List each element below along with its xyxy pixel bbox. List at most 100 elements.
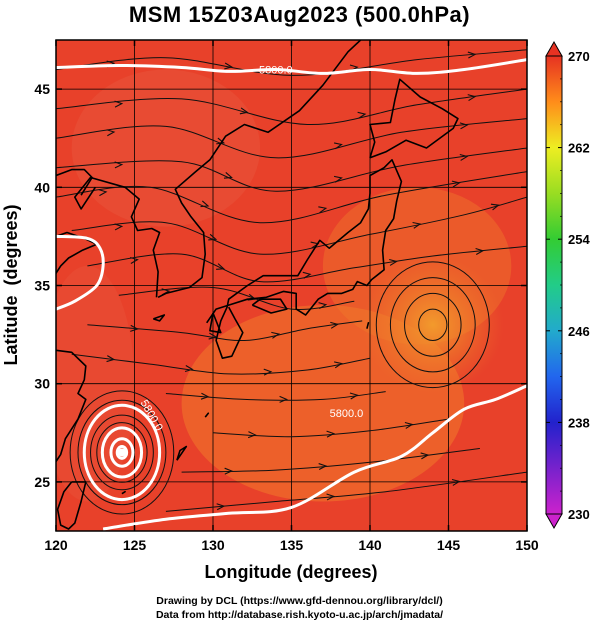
colorbar-tick-label: 246 bbox=[568, 324, 590, 339]
coastline bbox=[251, 298, 288, 314]
wind-arrow bbox=[223, 172, 233, 179]
wind-arrow bbox=[130, 324, 139, 332]
wind-arrow bbox=[114, 223, 124, 231]
wind-arrow bbox=[318, 302, 328, 310]
typhoon-eye bbox=[117, 448, 126, 457]
typhoon-contour-ring bbox=[100, 426, 144, 479]
wind-arrow bbox=[467, 94, 477, 102]
wind-arrow bbox=[224, 62, 234, 70]
wind-arrow bbox=[106, 129, 116, 137]
wind-arrow bbox=[224, 467, 234, 475]
anticyclone-streamline bbox=[418, 308, 448, 341]
colorbar-tick-label: 262 bbox=[568, 141, 590, 156]
wind-arrow bbox=[247, 431, 257, 439]
wind-arrow bbox=[412, 221, 422, 229]
wind-arrow bbox=[404, 421, 414, 429]
wind-arrow bbox=[333, 361, 343, 369]
wind-arrow bbox=[114, 161, 124, 169]
grid-lines bbox=[56, 40, 527, 531]
contour-label: 5800.0 bbox=[330, 408, 364, 420]
wind-streamline bbox=[181, 448, 480, 473]
wind-arrow bbox=[130, 256, 139, 264]
x-tick-label: 150 bbox=[515, 537, 539, 553]
wind-arrow bbox=[467, 51, 477, 59]
wind-arrow bbox=[349, 392, 359, 400]
wind-arrow bbox=[263, 368, 273, 376]
typhoon-streamline bbox=[90, 414, 154, 491]
coastline bbox=[153, 314, 166, 322]
wind-arrow bbox=[106, 355, 116, 363]
colorbar-extend-bottom bbox=[545, 513, 563, 530]
y-axis-label: Latitude (degrees) bbox=[1, 204, 21, 365]
contour-label: 5800.0 bbox=[259, 64, 293, 76]
wind-arrow bbox=[216, 503, 226, 511]
typhoon-contour-ring bbox=[109, 437, 135, 468]
colorbar-tick-label: 270 bbox=[568, 49, 590, 64]
wind-streamline bbox=[56, 171, 527, 224]
wind-arrow bbox=[208, 332, 218, 340]
wind-arrow bbox=[271, 331, 281, 339]
wind-arrow bbox=[302, 271, 312, 279]
wind-arrow bbox=[318, 463, 328, 471]
colorbar-scale bbox=[545, 55, 563, 515]
coastline bbox=[369, 78, 459, 159]
y-tick-label: 35 bbox=[34, 278, 50, 294]
wind-arrow bbox=[98, 189, 108, 197]
coastlines bbox=[56, 40, 459, 530]
wind-streamline bbox=[71, 353, 371, 375]
wind-arrow bbox=[330, 321, 340, 329]
coastline bbox=[206, 159, 403, 359]
typhoon-streamline bbox=[69, 390, 175, 515]
warm-high-center bbox=[362, 256, 504, 394]
colorbar-tick-label: 254 bbox=[568, 232, 590, 247]
wind-arrow bbox=[475, 248, 485, 255]
wind-streamline bbox=[71, 196, 527, 255]
wind-streamline bbox=[56, 88, 527, 126]
wind-arrow bbox=[318, 206, 328, 214]
wind-arrow bbox=[326, 493, 336, 501]
wind-arrow bbox=[200, 200, 210, 208]
wind-arrow bbox=[114, 100, 124, 108]
wind-streamline bbox=[118, 286, 355, 310]
coastline bbox=[165, 40, 362, 295]
coastline bbox=[74, 176, 161, 298]
wind-streamline bbox=[56, 49, 527, 76]
anticyclone-streamline bbox=[389, 277, 476, 373]
wind-arrow bbox=[459, 122, 469, 130]
height-contour-line bbox=[56, 234, 105, 311]
coastline bbox=[56, 231, 98, 275]
wind-arrow bbox=[208, 233, 218, 241]
coastline bbox=[56, 349, 87, 463]
wind-arrow bbox=[200, 392, 210, 400]
y-tick-label: 40 bbox=[34, 179, 50, 195]
anticyclone-streamline bbox=[404, 292, 462, 357]
colorbar-tick-label: 230 bbox=[568, 507, 590, 522]
x-tick-label: 125 bbox=[123, 537, 147, 553]
x-tick-label: 135 bbox=[280, 537, 304, 553]
coastline bbox=[209, 312, 222, 334]
y-tick-label: 25 bbox=[34, 474, 50, 490]
wind-arrow bbox=[184, 365, 194, 373]
credit-drawing: Drawing by DCL (https://www.gfd-dennou.o… bbox=[156, 595, 443, 607]
coastline bbox=[56, 481, 87, 530]
x-tick-label: 120 bbox=[44, 537, 68, 553]
credit-data: Data from http://database.rish.kyoto-u.a… bbox=[155, 609, 444, 621]
typhoon-streamline bbox=[77, 399, 167, 506]
wind-arrow bbox=[451, 180, 461, 188]
y-tick-label: 45 bbox=[34, 81, 50, 97]
wind-streamline bbox=[56, 118, 527, 159]
x-tick-label: 140 bbox=[358, 537, 382, 553]
wind-arrow bbox=[490, 203, 500, 211]
wind-arrow bbox=[451, 478, 461, 486]
wind-arrow bbox=[216, 263, 226, 270]
anticyclone-streamline bbox=[375, 261, 490, 389]
wind-streamline bbox=[56, 147, 527, 192]
typhoon-contour-ring bbox=[115, 445, 129, 460]
wind-arrow bbox=[326, 430, 336, 438]
wind-streamlines bbox=[56, 49, 527, 515]
coastline bbox=[56, 168, 93, 196]
wind-arrow bbox=[459, 153, 469, 161]
wind-arrow bbox=[239, 107, 249, 115]
